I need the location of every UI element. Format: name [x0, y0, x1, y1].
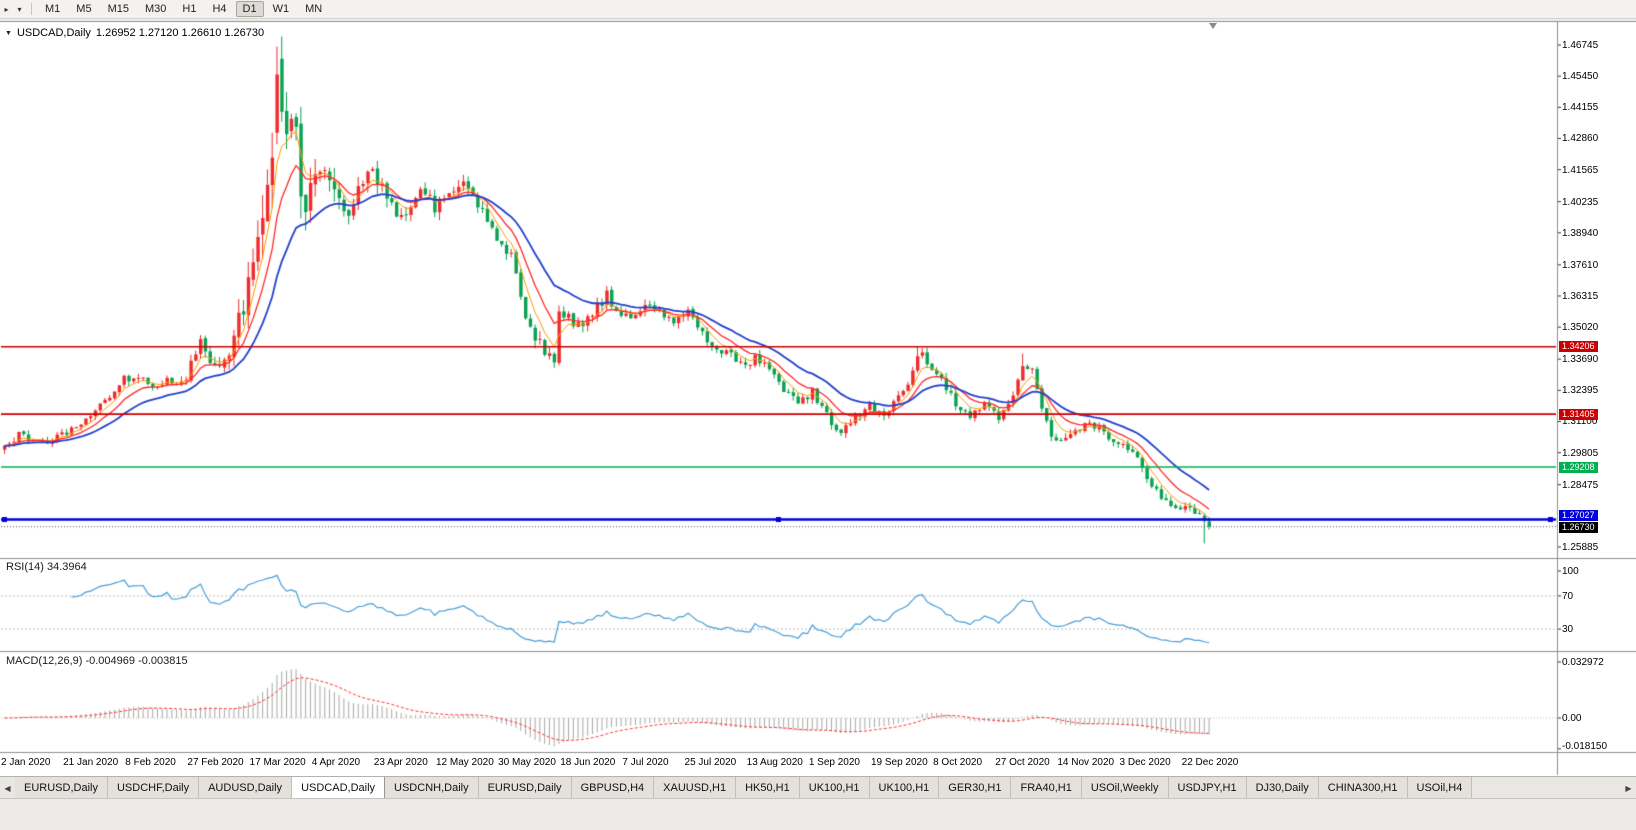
tab-scroll-right-button[interactable]: ▶ [1621, 777, 1636, 799]
chart-tab-gbpusd-h4[interactable]: GBPUSD,H4 [571, 777, 655, 799]
chart-canvas[interactable] [0, 0, 1636, 776]
chart-tab-hk50-h1[interactable]: HK50,H1 [736, 777, 800, 799]
status-bar [0, 798, 1636, 830]
chart-tab-usoil-weekly[interactable]: USOil,Weekly [1081, 777, 1169, 799]
timeframe-button-m15[interactable]: M15 [107, 3, 129, 15]
chart-menu-icon[interactable]: ▸ [4, 4, 9, 14]
chart-tab-audusd-daily[interactable]: AUDUSD,Daily [199, 777, 293, 799]
chart-tab-bar: ◀ EURUSD,Daily USDCHF,Daily AUDUSD,Daily US… [0, 776, 1636, 799]
chart-tab-eurusd-daily[interactable]: EURUSD,Daily [15, 777, 108, 799]
timeframe-button-h4[interactable]: H4 [212, 3, 227, 15]
chart-tab-ger30-h1[interactable]: GER30,H1 [939, 777, 1012, 799]
chart-tab-eurusd-daily[interactable]: EURUSD,Daily [478, 777, 572, 799]
timeframe-button-w1[interactable]: W1 [272, 3, 290, 15]
tab-strip: EURUSD,Daily USDCHF,Daily AUDUSD,Daily USDC… [15, 777, 1621, 799]
chart-tab-usdcnh-daily[interactable]: USDCNH,Daily [385, 777, 479, 799]
tab-scroll-left-button[interactable]: ◀ [0, 777, 15, 799]
chart-tab-uk100-h1[interactable]: UK100,H1 [869, 777, 940, 799]
chart-tab-usdjpy-h1[interactable]: USDJPY,H1 [1168, 777, 1247, 799]
timeframe-button-m30[interactable]: M30 [144, 3, 167, 15]
timeframe-button-group: M1 M5 M15 M30 H1 H4 D1 W1 MN [37, 1, 330, 17]
chart-tab-xauusd-h1[interactable]: XAUUSD,H1 [654, 777, 737, 799]
chart-tab-china300-h1[interactable]: CHINA300,H1 [1318, 777, 1408, 799]
timeframe-button-h1[interactable]: H1 [182, 3, 197, 15]
timeframe-button-m1[interactable]: M1 [45, 3, 61, 15]
chart-tab-usdcad-daily[interactable]: USDCAD,Daily [292, 777, 386, 799]
timeframe-button-mn[interactable]: MN [305, 3, 323, 15]
timeframe-button-d1[interactable]: D1 [235, 1, 264, 17]
chart-tab-usdchf-daily[interactable]: USDCHF,Daily [107, 777, 200, 799]
toolbar: ▸ ▾ M1 M5 M15 M30 H1 H4 D1 W1 MN [0, 0, 1636, 19]
chart-tab-dj30-daily[interactable]: DJ30,Daily [1246, 777, 1319, 799]
chart-tab-uk100-h1[interactable]: UK100,H1 [799, 777, 870, 799]
timeframe-button-m5[interactable]: M5 [76, 3, 92, 15]
chart-tab-usoil-h4[interactable]: USOil,H4 [1407, 777, 1473, 799]
chart-shift-marker[interactable] [1209, 23, 1217, 29]
toolbar-separator [31, 3, 32, 15]
chart-tab-fra40-h1[interactable]: FRA40,H1 [1011, 777, 1082, 799]
chart-dropdown-icon[interactable]: ▾ [17, 4, 22, 14]
